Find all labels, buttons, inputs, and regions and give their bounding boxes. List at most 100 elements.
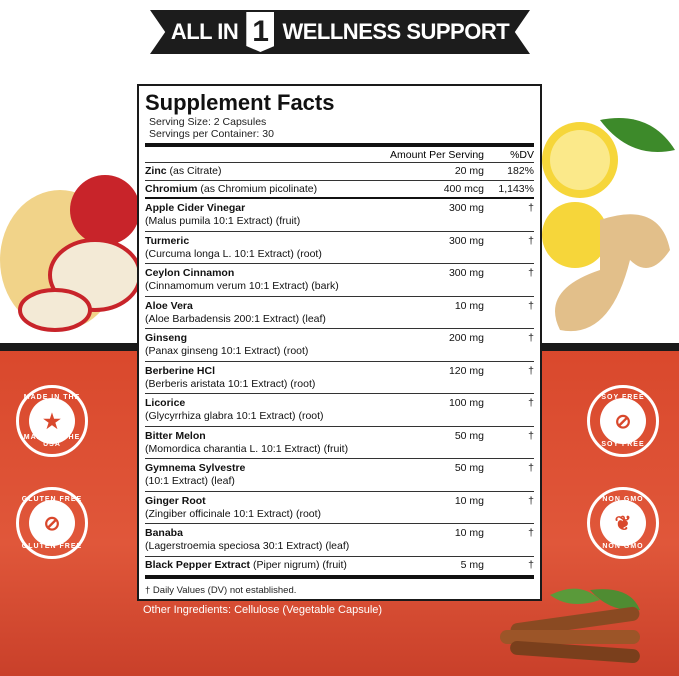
ingredient-detail: (10:1 Extract) (leaf) xyxy=(145,475,235,487)
divider xyxy=(145,143,534,147)
apple-splash-image xyxy=(0,175,142,332)
banner-prefix: ALL IN xyxy=(170,19,239,44)
badge-text: GLUTEN FREE xyxy=(21,496,83,503)
ingredient-row: Ginseng (Panax ginseng 10:1 Extract) (roo… xyxy=(145,329,534,362)
ingredient-detail: (Lagerstroemia speciosa 30:1 Extract) (l… xyxy=(145,540,350,552)
badge-text: MADE IN THE USA xyxy=(23,394,81,408)
ingredient-row: Apple Cider Vinegar (Malus pumila 10:1 Ex… xyxy=(145,199,534,232)
ingredient-name: Ceylon Cinnamon xyxy=(145,267,235,279)
badge-soy-free: SOY FREE ⊘ SOY FREE xyxy=(587,385,659,457)
ingredient-dv: † xyxy=(528,332,534,344)
ingredient-dv: † xyxy=(528,267,534,279)
ingredient-name: Licorice xyxy=(145,397,186,409)
banner-number: 1 xyxy=(246,12,275,52)
ingredient-row: Licorice (Glycyrrhiza glabra 10:1 Extract… xyxy=(145,394,534,427)
dv-header: %DV xyxy=(510,148,534,161)
ingredient-name: Zinc xyxy=(145,165,167,177)
ingredient-dv: 1,143% xyxy=(498,183,534,195)
banner-suffix: WELLNESS SUPPORT xyxy=(282,19,510,44)
ingredient-dv: † xyxy=(528,364,534,377)
wheat-crossed-icon: ⊘ xyxy=(29,500,75,546)
ingredient-row: Aloe Vera (Aloe Barbadensis 200:1 Extract… xyxy=(145,297,534,329)
footnote: † Daily Values (DV) not established. xyxy=(145,574,534,596)
ingredient-row: Banaba (Lagerstroemia speciosa 30:1 Extra… xyxy=(145,524,534,557)
ingredient-name: Chromium xyxy=(145,183,198,195)
ingredient-amount: 20 mg xyxy=(454,165,484,177)
ingredient-dv: † xyxy=(528,429,534,442)
ingredient-amount: 10 mg xyxy=(454,299,484,312)
ingredient-amount: 300 mg xyxy=(448,202,484,214)
amount-header: Amount Per Serving xyxy=(390,148,484,161)
column-header: Amount Per Serving %DV xyxy=(145,147,534,163)
ingredient-detail: (Panax ginseng 10:1 Extract) (root) xyxy=(145,345,309,357)
ingredient-row: Ginger Root (Zingiber officinale 10:1 Ext… xyxy=(145,492,534,524)
badge-text: SOY FREE xyxy=(601,394,645,401)
ingredient-name: Berberine HCl xyxy=(145,364,216,377)
ingredient-detail: (Curcuma longa L. 10:1 Extract) (root) xyxy=(145,247,322,260)
ingredient-amount: 50 mg xyxy=(454,462,484,474)
ingredient-list: Zinc (as Citrate) 20 mg 182% Chromium (as C… xyxy=(145,163,534,575)
ingredient-dv: † xyxy=(528,527,534,539)
ingredient-dv: † xyxy=(528,202,534,214)
ingredient-name: Ginger Root xyxy=(145,494,206,507)
badge-text: MADE IN THE USA xyxy=(23,434,81,448)
ingredient-dv: 182% xyxy=(507,165,534,177)
ingredient-name: Bitter Melon xyxy=(145,429,206,442)
ingredient-name: Aloe Vera xyxy=(145,299,193,312)
ingredient-row: Zinc (as Citrate) 20 mg 182% xyxy=(145,163,534,181)
lemon-ginger-image xyxy=(542,118,675,332)
badge-text: SOY FREE xyxy=(601,441,645,448)
ingredient-detail: (as Citrate) xyxy=(169,165,222,177)
us-flag-icon: ★ xyxy=(29,398,75,444)
ingredient-dv: † xyxy=(528,397,534,409)
ingredient-detail: (Glycyrrhiza glabra 10:1 Extract) (root) xyxy=(145,410,324,422)
soy-crossed-icon: ⊘ xyxy=(600,398,646,444)
ingredient-row: Chromium (as Chromium picolinate) 400 mcg… xyxy=(145,181,534,199)
ingredient-dv: † xyxy=(528,234,534,247)
ingredient-detail: (Cinnamomum verum 10:1 Extract) (bark) xyxy=(145,280,339,292)
ingredient-amount: 300 mg xyxy=(448,267,484,279)
ingredient-name: Turmeric xyxy=(145,234,190,247)
ingredient-detail: (Piper nigrum) (fruit) xyxy=(252,558,347,571)
ingredient-name: Ginseng xyxy=(145,332,188,344)
ingredient-row: Ceylon Cinnamon (Cinnamomum verum 10:1 Ex… xyxy=(145,264,534,297)
ingredient-detail: (Momordica charantia L. 10:1 Extract) (f… xyxy=(145,442,349,455)
ingredient-amount: 5 mg xyxy=(460,558,484,571)
ingredient-detail: (Malus pumila 10:1 Extract) (fruit) xyxy=(145,215,301,227)
ingredient-amount: 10 mg xyxy=(454,494,484,507)
badge-made-in-usa: MADE IN THE USA ★ MADE IN THE USA xyxy=(16,385,88,457)
headline-banner: ALL IN 1 WELLNESS SUPPORT xyxy=(150,10,530,54)
servings-per-container: Servings per Container: 30 xyxy=(149,128,274,140)
ingredient-amount: 400 mcg xyxy=(443,183,484,195)
ingredient-name: Gymnema Sylvestre xyxy=(145,462,246,474)
ingredient-name: Black Pepper Extract xyxy=(145,558,251,571)
leaf-icon: ❦ xyxy=(600,500,646,546)
ingredient-name: Apple Cider Vinegar xyxy=(145,202,246,214)
badge-gluten-free: GLUTEN FREE ⊘ GLUTEN FREE xyxy=(16,487,88,559)
ingredient-amount: 200 mg xyxy=(448,332,484,344)
ingredient-row: Gymnema Sylvestre (10:1 Extract) (leaf) 50… xyxy=(145,459,534,492)
ingredient-detail: (Aloe Barbadensis 200:1 Extract) (leaf) xyxy=(145,312,326,325)
ingredient-amount: 10 mg xyxy=(454,527,484,539)
badge-text: NON GMO xyxy=(602,543,644,550)
ingredient-name: Banaba xyxy=(145,527,183,539)
supplement-facts-panel: Supplement Facts Serving Size: 2 Capsule… xyxy=(137,84,542,601)
ingredient-detail: (Zingiber officinale 10:1 Extract) (root… xyxy=(145,507,322,520)
ingredient-row: Turmeric (Curcuma longa L. 10:1 Extract) … xyxy=(145,232,534,264)
ingredient-amount: 300 mg xyxy=(448,234,484,247)
badge-text: NON GMO xyxy=(602,496,644,503)
badge-non-gmo: NON GMO ❦ NON GMO xyxy=(587,487,659,559)
ingredient-amount: 120 mg xyxy=(448,364,484,377)
ingredient-amount: 50 mg xyxy=(454,429,484,442)
ingredient-detail: (Berberis aristata 10:1 Extract) (root) xyxy=(145,377,316,390)
ingredient-dv: † xyxy=(528,462,534,474)
ingredient-amount: 100 mg xyxy=(448,397,484,409)
ingredient-dv: † xyxy=(528,558,534,571)
ingredient-row: Berberine HCl (Berberis aristata 10:1 Ext… xyxy=(145,362,534,394)
facts-title: Supplement Facts xyxy=(145,90,335,115)
ingredient-dv: † xyxy=(528,494,534,507)
other-ingredients: Other Ingredients: Cellulose (Vegetable … xyxy=(143,604,383,616)
serving-size: Serving Size: 2 Capsules xyxy=(149,116,267,128)
ingredient-row: Black Pepper Extract (Piper nigrum) (fru… xyxy=(145,557,534,575)
ingredient-dv: † xyxy=(528,299,534,312)
